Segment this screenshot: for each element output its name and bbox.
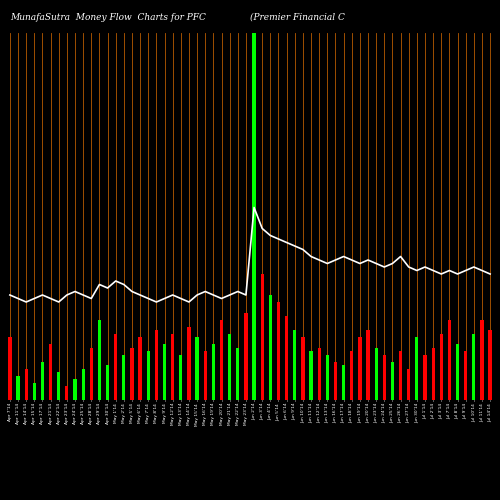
Bar	[488, 330, 492, 400]
Bar	[90, 348, 93, 400]
Bar	[456, 344, 459, 400]
Text: MunafaSutra  Money Flow  Charts for PFC: MunafaSutra Money Flow Charts for PFC	[10, 13, 206, 22]
Bar	[155, 330, 158, 400]
Bar	[65, 386, 68, 400]
Bar	[318, 348, 321, 400]
Bar	[260, 274, 264, 400]
Bar	[8, 337, 12, 400]
Bar	[24, 368, 28, 400]
Bar	[415, 337, 418, 400]
Bar	[171, 334, 174, 400]
Bar	[464, 351, 468, 400]
Bar	[326, 354, 329, 400]
Bar	[342, 365, 345, 400]
Bar	[130, 348, 134, 400]
Bar	[74, 379, 76, 400]
Bar	[32, 382, 36, 400]
Bar	[82, 368, 85, 400]
Bar	[244, 312, 248, 400]
Bar	[358, 337, 362, 400]
Bar	[382, 354, 386, 400]
Bar	[310, 351, 312, 400]
Bar	[228, 334, 232, 400]
Bar	[268, 295, 272, 400]
Bar	[163, 344, 166, 400]
Bar	[480, 320, 484, 400]
Bar	[204, 351, 207, 400]
Bar	[293, 330, 296, 400]
Bar	[196, 337, 198, 400]
Bar	[424, 354, 426, 400]
Bar	[440, 334, 443, 400]
Bar	[334, 362, 337, 400]
Bar	[277, 302, 280, 400]
Bar	[350, 351, 354, 400]
Bar	[188, 326, 190, 400]
Bar	[236, 348, 240, 400]
Bar	[212, 344, 215, 400]
Bar	[374, 348, 378, 400]
Bar	[122, 354, 126, 400]
Bar	[399, 351, 402, 400]
Bar	[432, 348, 435, 400]
Bar	[391, 362, 394, 400]
Bar	[302, 337, 304, 400]
Bar	[41, 362, 44, 400]
Bar	[448, 320, 451, 400]
Bar	[472, 334, 476, 400]
Bar	[49, 344, 52, 400]
Bar	[146, 351, 150, 400]
Bar	[285, 316, 288, 400]
Bar	[106, 365, 109, 400]
Bar	[138, 337, 141, 400]
Bar	[98, 320, 101, 400]
Bar	[57, 372, 60, 400]
Bar	[252, 32, 256, 400]
Bar	[407, 368, 410, 400]
Bar	[179, 354, 182, 400]
Bar	[114, 334, 117, 400]
Bar	[366, 330, 370, 400]
Text: (Premier Financial C: (Premier Financial C	[250, 13, 345, 22]
Bar	[220, 320, 223, 400]
Bar	[16, 376, 20, 400]
